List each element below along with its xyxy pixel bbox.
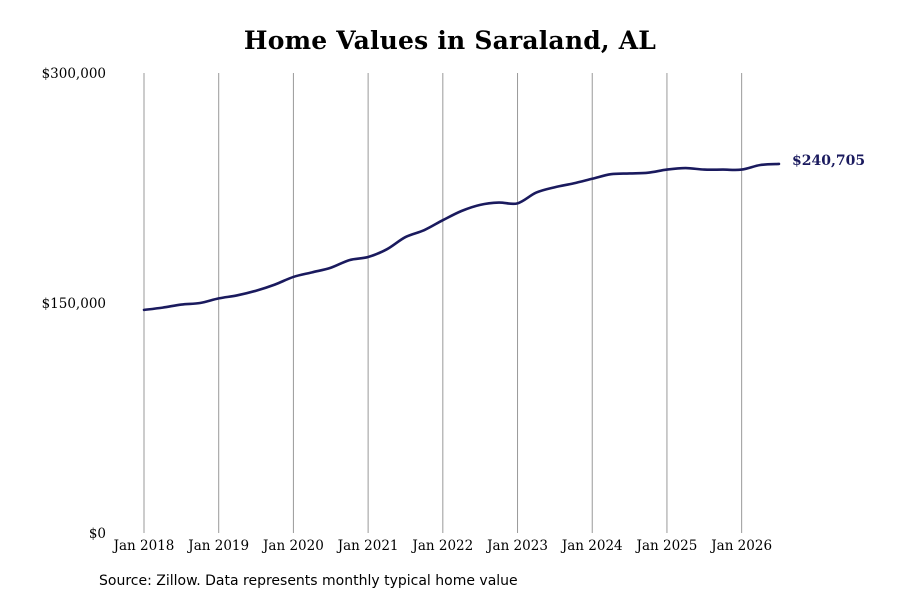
x-tick-label: Jan 2018 <box>112 538 175 554</box>
x-tick-label: Jan 2021 <box>336 538 399 554</box>
series-layer <box>142 162 781 312</box>
x-tick-label: Jan 2025 <box>635 538 698 554</box>
y-tick-label: $150,000 <box>42 296 106 312</box>
y-axis-ticks: $0 $150,000 $300,000 <box>42 66 106 542</box>
x-tick-label: Jan 2020 <box>261 538 324 554</box>
x-tick-label: Jan 2019 <box>186 538 249 554</box>
x-tick-label: Jan 2023 <box>485 538 548 554</box>
y-tick-label: $300,000 <box>42 66 106 82</box>
x-tick-label: Jan 2022 <box>410 538 473 554</box>
x-tick-label: Jan 2026 <box>709 538 772 554</box>
gridlines <box>143 73 743 533</box>
end-value-label: $240,705 <box>792 153 865 169</box>
x-axis-ticks: Jan 2018 Jan 2019 Jan 2020 Jan 2021 Jan 2022… <box>112 538 772 554</box>
y-tick-label: $0 <box>89 526 106 542</box>
chart-title: Home Values in Saraland, AL <box>243 26 657 55</box>
source-note: Source: Zillow. Data represents monthly … <box>99 573 518 589</box>
x-tick-label: Jan 2024 <box>560 538 623 554</box>
series-line <box>142 162 781 312</box>
